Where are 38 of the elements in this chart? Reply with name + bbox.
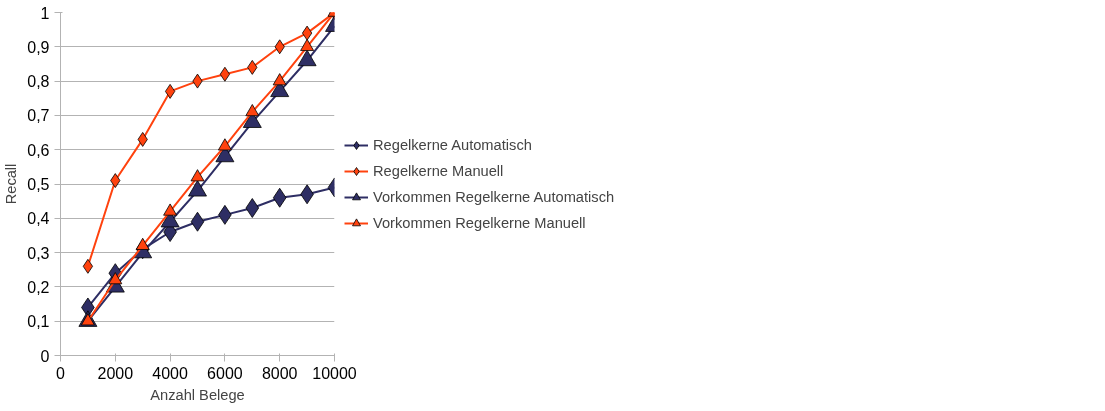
y-tick-label: 0,4 xyxy=(27,210,50,228)
y-axis-title: Recall xyxy=(3,163,20,205)
point xyxy=(300,38,314,51)
point xyxy=(218,138,232,151)
point xyxy=(108,272,123,285)
y-tick-label: 1 xyxy=(40,4,50,22)
point xyxy=(188,180,207,197)
point xyxy=(163,203,177,216)
y-tick-label: 0,7 xyxy=(27,107,50,125)
point xyxy=(245,198,260,218)
x-tick-label: 10000 xyxy=(312,364,357,382)
x-tick-label: 2000 xyxy=(97,364,134,382)
point xyxy=(137,132,148,147)
legend-label: Regelkerne Manuell xyxy=(373,162,504,179)
y-tick-label: 0,6 xyxy=(27,141,50,159)
y-tick-label: 0,5 xyxy=(27,176,50,193)
point xyxy=(135,237,150,250)
y-tick-label: 0,1 xyxy=(27,313,50,331)
y-tick-label: 0,2 xyxy=(27,278,50,296)
point xyxy=(272,73,287,86)
x-tick-label: 4000 xyxy=(152,364,188,382)
point xyxy=(190,169,205,182)
point xyxy=(272,187,287,208)
legend-label: Vorkommen Regelkerne Manuell xyxy=(373,214,586,231)
point xyxy=(110,173,121,188)
point xyxy=(190,211,205,232)
legend-label: Regelkerne Automatisch xyxy=(373,136,532,153)
x-tick-label: 6000 xyxy=(207,364,243,382)
x-tick-label: 8000 xyxy=(261,364,298,382)
y-tick-label: 0,9 xyxy=(27,38,50,56)
point xyxy=(297,49,317,67)
point xyxy=(245,104,260,117)
legend-label: Vorkommen Regelkerne Automatisch xyxy=(373,188,615,205)
x-axis-title: Anzahl Belege xyxy=(150,386,245,403)
y-tick-label: 0,8 xyxy=(27,73,50,91)
y-tick-label: 0 xyxy=(40,347,50,365)
y-tick-label: 0,3 xyxy=(27,244,50,262)
x-tick-label: 0 xyxy=(56,364,66,382)
